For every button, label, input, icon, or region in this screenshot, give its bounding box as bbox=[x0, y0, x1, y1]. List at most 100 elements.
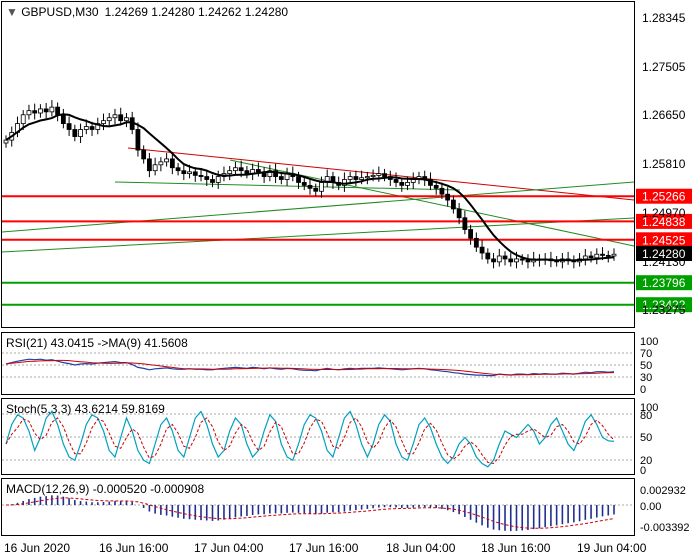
candle-bull bbox=[152, 164, 158, 172]
stoch-tick: 100 bbox=[640, 402, 658, 414]
stoch-axis: 100 80 50 20 0 bbox=[640, 402, 658, 477]
candle-bull bbox=[514, 258, 519, 263]
candle-bear bbox=[468, 229, 474, 239]
candle-bull bbox=[124, 117, 129, 122]
candle-bull bbox=[101, 120, 106, 125]
candle-bear bbox=[307, 184, 313, 189]
candle-bull bbox=[496, 255, 502, 263]
candle-bull bbox=[359, 177, 365, 180]
macd-axis: 0.002932 0.00 -0.003392 bbox=[640, 485, 690, 534]
candle-bear bbox=[433, 184, 439, 189]
current-price-badge bbox=[636, 246, 692, 261]
candle-bull bbox=[78, 129, 83, 137]
rsi-ma-line bbox=[5, 359, 615, 376]
stoch-label: Stoch(5,3,3) 43.6214 59.8169 bbox=[6, 402, 165, 416]
moving-average-line bbox=[5, 113, 615, 262]
stoch-signal-line bbox=[5, 417, 615, 465]
price-tick: 1.28345 bbox=[642, 11, 686, 25]
candle-bear bbox=[175, 167, 181, 172]
macd-tick: 0.002932 bbox=[640, 485, 686, 497]
rsi-axis: 100 70 50 30 0 bbox=[640, 336, 658, 396]
candle-bear bbox=[439, 187, 445, 195]
candle-bear bbox=[89, 126, 95, 130]
candle-bull bbox=[49, 106, 55, 113]
candle-bull bbox=[83, 126, 89, 130]
candle-bear bbox=[66, 123, 72, 130]
price-tick: 1.23275 bbox=[642, 303, 686, 317]
levels: 1.25266 1.24838 1.24525 1.23796 1.23422 bbox=[2, 188, 692, 313]
time-tick: 18 Jun 16:00 bbox=[481, 541, 551, 555]
candle-bear bbox=[60, 114, 66, 125]
candle-bear bbox=[278, 176, 284, 180]
candles bbox=[3, 100, 617, 269]
price-tick: 1.25810 bbox=[642, 157, 686, 171]
rsi-tick: 100 bbox=[640, 336, 658, 348]
level-badge-resistance bbox=[636, 213, 692, 229]
stoch-tick: 80 bbox=[640, 410, 652, 422]
time-tick: 17 Jun 16:00 bbox=[289, 541, 359, 555]
level-label: 1.23422 bbox=[642, 298, 686, 312]
time-tick: 17 Jun 04:00 bbox=[194, 541, 264, 555]
candle-bear bbox=[244, 170, 250, 175]
candle-bear bbox=[118, 114, 124, 122]
candle-bull bbox=[215, 176, 221, 183]
candle-bull bbox=[106, 117, 112, 122]
macd-histogram bbox=[10, 495, 615, 532]
price-tick: 1.27505 bbox=[642, 60, 686, 74]
candle-bull bbox=[20, 114, 26, 125]
candle-bull bbox=[158, 161, 164, 166]
stoch-tick: 0 bbox=[640, 465, 646, 477]
level-label: 1.23796 bbox=[642, 276, 686, 290]
candle-bear bbox=[353, 176, 359, 180]
level-label: 1.24838 bbox=[642, 215, 686, 229]
candle-bear bbox=[508, 258, 514, 263]
candle-bear bbox=[473, 237, 479, 248]
candle-bear bbox=[255, 169, 261, 173]
macd-signal-line bbox=[5, 497, 615, 529]
candle-bear bbox=[273, 170, 278, 177]
candle-bear bbox=[169, 158, 175, 169]
candle-bull bbox=[164, 158, 170, 163]
candle-bear bbox=[605, 254, 611, 257]
candle-bear bbox=[43, 108, 49, 113]
macd-label: MACD(12,26,9) -0.000520 -0.000908 bbox=[6, 482, 204, 496]
candle-bear bbox=[491, 258, 496, 263]
trend-green-lower bbox=[114, 181, 461, 191]
trend-green-rising-1 bbox=[1, 181, 635, 233]
time-tick: 18 Jun 04:00 bbox=[386, 541, 456, 555]
candle-bear bbox=[192, 171, 198, 176]
candle-bull bbox=[233, 167, 238, 172]
candle-bear bbox=[502, 255, 508, 260]
candle-bull bbox=[611, 253, 617, 257]
level-badge-support bbox=[636, 275, 692, 291]
price-tick: 1.24970 bbox=[642, 206, 686, 220]
macd-pane[interactable] bbox=[1, 478, 635, 536]
price-tick: 1.26650 bbox=[642, 108, 686, 122]
candle-bear bbox=[479, 246, 485, 254]
candle-bear bbox=[72, 129, 78, 137]
candle-bear bbox=[55, 106, 61, 116]
candle-bull bbox=[370, 174, 376, 177]
level-badge-support bbox=[636, 297, 692, 313]
candle-bear bbox=[588, 255, 594, 259]
stoch-tick: 20 bbox=[640, 455, 652, 467]
candle-bear bbox=[296, 176, 301, 183]
rsi-label: RSI(21) 43.0415 ->MA(9) 41.5608 bbox=[6, 336, 188, 350]
candle-bull bbox=[187, 171, 192, 175]
candle-bear bbox=[445, 193, 451, 201]
candle-bull bbox=[342, 179, 347, 186]
candle-bear bbox=[146, 158, 152, 172]
rsi-tick: 30 bbox=[640, 372, 652, 384]
main-chart-pane[interactable] bbox=[1, 1, 635, 328]
candle-bear bbox=[210, 179, 215, 183]
candle-bear bbox=[198, 174, 204, 177]
candle-bear bbox=[135, 129, 141, 151]
candle-bear bbox=[525, 259, 531, 263]
candle-bear bbox=[399, 182, 405, 186]
candle-bear bbox=[382, 173, 387, 177]
candle-bull bbox=[582, 255, 588, 260]
rsi-tick: 50 bbox=[640, 360, 652, 372]
candle-bull bbox=[26, 110, 32, 116]
candle-bear bbox=[204, 176, 210, 180]
